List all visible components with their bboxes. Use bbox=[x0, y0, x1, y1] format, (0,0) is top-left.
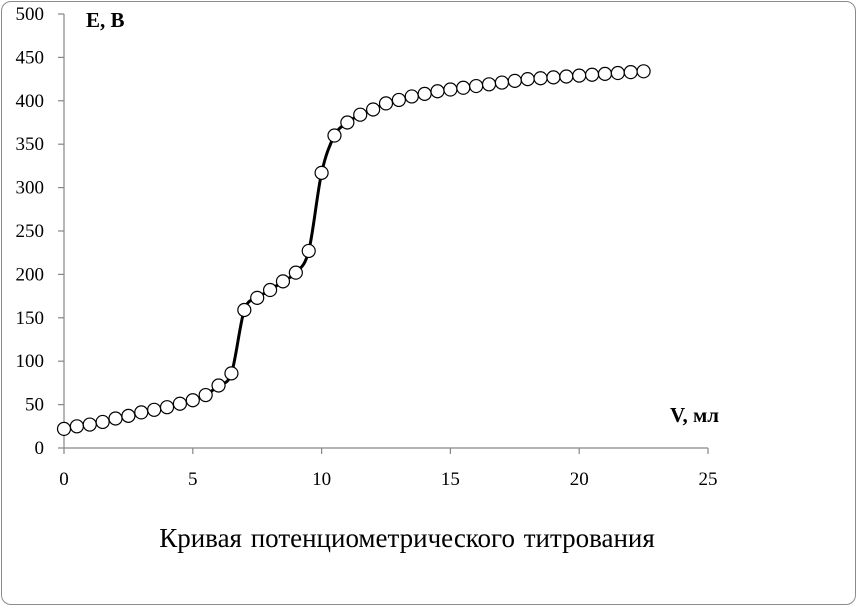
data-point bbox=[134, 405, 149, 420]
data-point bbox=[172, 396, 188, 411]
data-point bbox=[494, 75, 510, 90]
data-point bbox=[366, 102, 381, 117]
data-point bbox=[546, 70, 561, 85]
data-point bbox=[391, 92, 406, 108]
data-point bbox=[507, 73, 522, 88]
data-point bbox=[301, 243, 316, 259]
y-tick-label: 50 bbox=[25, 395, 44, 416]
x-axis: 0 5 10 15 20 25 bbox=[59, 447, 718, 490]
y-tick-label: 250 bbox=[16, 221, 45, 242]
y-tick-label: 350 bbox=[16, 134, 45, 155]
data-point bbox=[147, 402, 162, 417]
y-tick-label: 200 bbox=[16, 264, 45, 285]
data-point bbox=[185, 393, 200, 408]
data-point bbox=[430, 84, 445, 99]
data-point bbox=[353, 107, 368, 122]
y-axis: 0 50 100 150 200 250 300 350 400 450 500 bbox=[16, 4, 65, 459]
x-tick-label: 25 bbox=[699, 469, 718, 490]
data-point bbox=[237, 302, 252, 318]
x-tick-label: 0 bbox=[59, 469, 69, 490]
data-point bbox=[69, 419, 84, 434]
data-point bbox=[340, 115, 355, 130]
x-tick-label: 5 bbox=[188, 469, 198, 490]
data-point bbox=[610, 65, 625, 81]
chart-caption: Кривая потенциометрического титрования bbox=[159, 523, 655, 553]
data-point bbox=[597, 66, 613, 81]
data-point bbox=[262, 282, 278, 298]
data-point bbox=[121, 408, 136, 423]
data-point bbox=[559, 69, 574, 84]
y-tick-label: 500 bbox=[16, 4, 45, 25]
data-point bbox=[456, 80, 471, 95]
x-tick-label: 15 bbox=[441, 469, 460, 490]
y-tick-label: 100 bbox=[16, 351, 45, 372]
data-point bbox=[250, 290, 265, 305]
y-tick-label: 150 bbox=[16, 308, 45, 329]
data-point bbox=[520, 71, 535, 87]
data-point bbox=[443, 82, 458, 97]
data-point bbox=[327, 128, 342, 143]
x-axis-title: V, мл bbox=[670, 403, 719, 427]
data-point bbox=[378, 96, 394, 111]
y-tick-label: 0 bbox=[35, 438, 45, 459]
data-point bbox=[275, 274, 291, 289]
data-point bbox=[56, 421, 72, 436]
x-tick-label: 20 bbox=[570, 469, 589, 490]
data-point bbox=[417, 86, 432, 101]
data-point bbox=[288, 265, 303, 280]
data-point bbox=[636, 64, 651, 79]
data-point bbox=[572, 68, 587, 83]
data-point bbox=[481, 77, 497, 92]
data-point bbox=[224, 366, 239, 381]
x-tick-label: 10 bbox=[312, 469, 331, 490]
data-point bbox=[211, 378, 226, 393]
data-point bbox=[198, 387, 213, 403]
data-point bbox=[159, 400, 175, 415]
y-tick-label: 400 bbox=[16, 91, 45, 112]
data-point bbox=[584, 67, 600, 82]
data-points bbox=[56, 64, 651, 436]
data-point bbox=[404, 89, 419, 104]
y-tick-label: 450 bbox=[16, 47, 45, 68]
data-point bbox=[95, 414, 110, 430]
data-point bbox=[533, 71, 548, 86]
data-point bbox=[623, 65, 638, 80]
data-point bbox=[108, 411, 123, 426]
data-point bbox=[469, 78, 484, 94]
data-point bbox=[82, 417, 97, 432]
data-point bbox=[314, 165, 329, 180]
y-axis-title: E, В bbox=[86, 8, 125, 32]
y-tick-label: 300 bbox=[16, 178, 45, 199]
